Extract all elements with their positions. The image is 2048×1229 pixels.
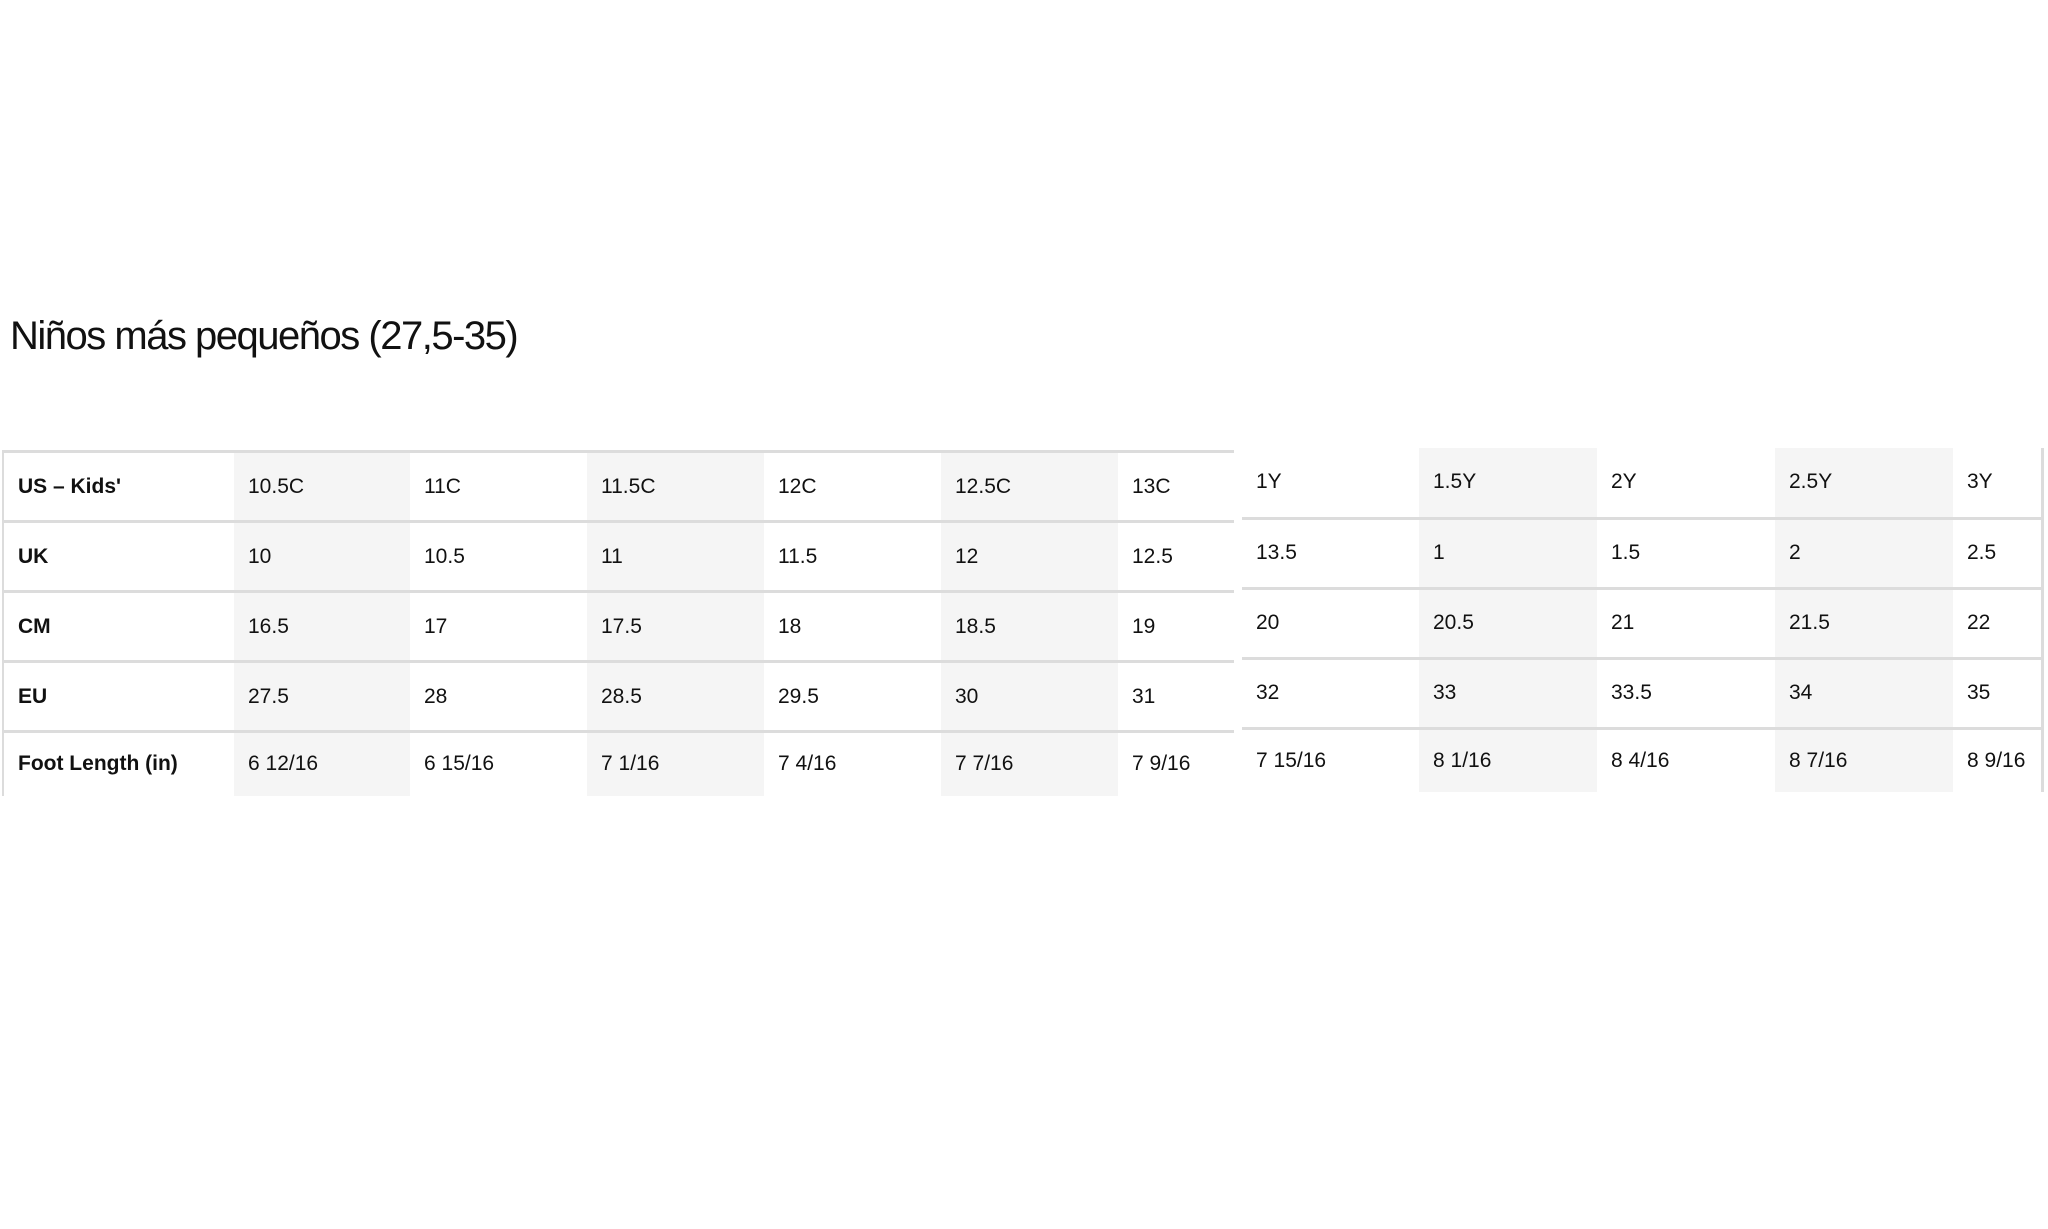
table-row: 7 15/16 8 1/16 8 4/16 8 7/16 8 9/16 (1242, 728, 2043, 792)
table-cell: 6 12/16 (234, 731, 410, 796)
table-cell: 28.5 (587, 661, 764, 733)
table-cell: 17 (410, 591, 587, 663)
table-cell: 7 4/16 (778, 752, 837, 776)
table-cell: 12C (764, 450, 941, 523)
table-cell: 22 (1953, 588, 2043, 660)
table-row: Foot Length (in) 6 12/16 6 15/16 7 1/16 7 4/… (3, 731, 1234, 796)
table-cell: 19 (1118, 591, 1234, 663)
table-cell: 2Y (1597, 448, 1775, 520)
table-cell: 17.5 (587, 591, 764, 663)
table-row: US – Kids' 10.5C 11C 11.5C 12C 12.5C 13C (3, 450, 1234, 523)
table-cell: 35 (1953, 658, 2043, 730)
table-cell: 31 (1118, 661, 1234, 733)
table-cell: 8 1/16 (1419, 728, 1597, 792)
table-cell: 11 (587, 521, 764, 593)
page-title: Niños más pequeños (27,5-35) (10, 314, 519, 358)
table-row: 32 33 33.5 34 35 (1242, 658, 2043, 730)
table-cell: 34 (1775, 658, 1953, 730)
table-cell: 33.5 (1597, 658, 1775, 730)
table-row: CM 16.5 17 17.5 18 18.5 19 (3, 591, 1234, 663)
table-cell: 1.5Y (1419, 448, 1597, 520)
table-row: 13.5 1 1.5 2 2.5 (1242, 518, 2043, 590)
table-row: EU 27.5 28 28.5 29.5 30 31 (3, 661, 1234, 733)
table-cell: 33 (1419, 658, 1597, 730)
table-cell: 32 (1242, 658, 1419, 730)
table-cell: 2 (1775, 518, 1953, 590)
table-cell: 11.5 (764, 521, 941, 593)
row-label: EU (3, 661, 234, 733)
table-cell: 7 9/16 (1132, 752, 1191, 776)
table-cell: 8 7/16 (1775, 728, 1953, 792)
table-cell: 28 (410, 661, 587, 733)
table-cell: 27.5 (234, 661, 410, 733)
table-cell: 29.5 (764, 661, 941, 733)
table-cell: 1 (1419, 518, 1597, 590)
table-cell: 1.5 (1597, 518, 1775, 590)
table-cell: 10.5C (234, 450, 410, 523)
row-label: US – Kids' (3, 450, 234, 523)
row-label: UK (3, 521, 234, 593)
table-cell: 11C (410, 450, 587, 523)
table-cell: 18.5 (941, 591, 1118, 663)
table-cell: 3Y (1953, 448, 2043, 520)
table-cell: 10 (234, 521, 410, 593)
row-label: CM (3, 591, 234, 663)
table-cell: 2.5 (1953, 518, 2043, 590)
table-cell: 11.5C (587, 450, 764, 523)
table-cell: 8 9/16 (1967, 748, 2026, 772)
table-cell: 13.5 (1242, 518, 1419, 590)
table-cell: 7 1/16 (587, 731, 764, 796)
table-cell: 12.5C (941, 450, 1118, 523)
table-cell: 16.5 (234, 591, 410, 663)
table-cell: 7 7/16 (941, 731, 1118, 796)
table-cell: 30 (941, 661, 1118, 733)
table-cell: 20.5 (1419, 588, 1597, 660)
size-chart-table-left: US – Kids' 10.5C 11C 11.5C 12C 12.5C 13C UK 10 10… (2, 450, 1234, 796)
table-cell: 21.5 (1775, 588, 1953, 660)
table-cell: 21 (1597, 588, 1775, 660)
table-row: 1Y 1.5Y 2Y 2.5Y 3Y (1242, 448, 2043, 520)
table-cell: 12.5 (1118, 521, 1234, 593)
table-row: UK 10 10.5 11 11.5 12 12.5 (3, 521, 1234, 593)
table-cell: 12 (941, 521, 1118, 593)
table-cell: 6 15/16 (424, 752, 495, 776)
table-cell: 7 15/16 (1256, 748, 1327, 772)
table-cell: 18 (764, 591, 941, 663)
size-chart-table-right: 1Y 1.5Y 2Y 2.5Y 3Y 13.5 1 1.5 2 2.5 20 20.5 21 21.5 22… (1242, 448, 2044, 792)
table-cell: 20 (1242, 588, 1419, 660)
table-row: 20 20.5 21 21.5 22 (1242, 588, 2043, 660)
table-cell: 10.5 (410, 521, 587, 593)
table-cell: 2.5Y (1775, 448, 1953, 520)
table-cell: 13C (1118, 450, 1234, 523)
row-label: Foot Length (in) (18, 752, 178, 776)
table-cell: 8 4/16 (1611, 748, 1670, 772)
table-cell: 1Y (1242, 448, 1419, 520)
